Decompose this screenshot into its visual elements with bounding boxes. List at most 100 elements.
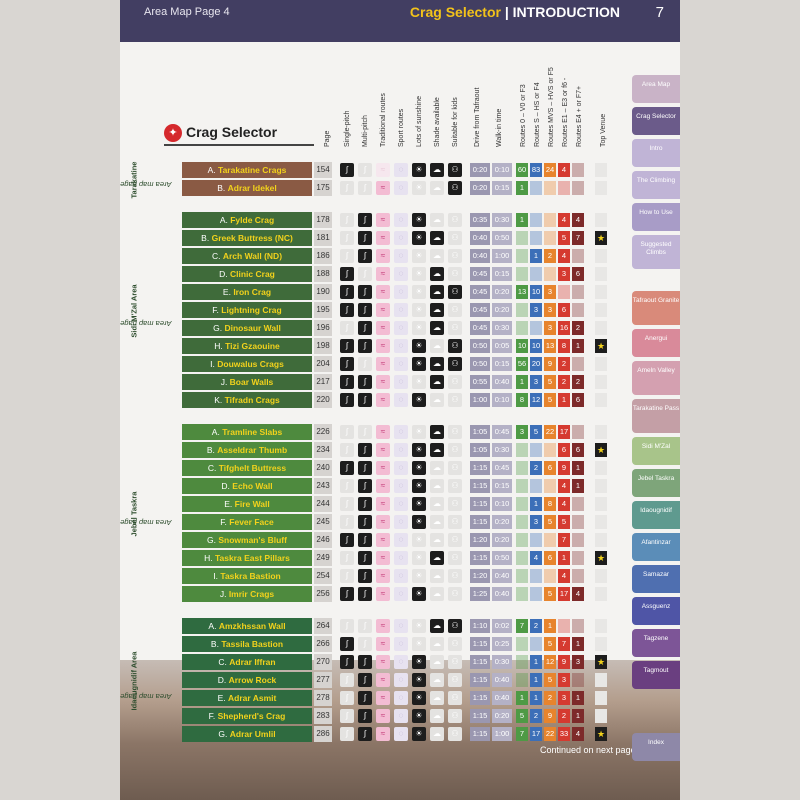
page-ref[interactable]: 244 <box>314 496 332 512</box>
page-ref[interactable]: 264 <box>314 618 332 634</box>
page-ref[interactable]: 283 <box>314 708 332 724</box>
crag-name-cell[interactable]: G. Dinosaur Wall <box>182 320 312 336</box>
crag-name-cell[interactable]: J. Boar Walls <box>182 374 312 390</box>
page-ref[interactable]: 249 <box>314 550 332 566</box>
page-ref[interactable]: 254 <box>314 568 332 584</box>
table-row[interactable]: H. Tizi Gzaouine 198 ∫ ∫ ≈ ◌ ☀ ☁ ⚇ 0:50 0:05 10 10 13… <box>120 338 680 354</box>
crag-name-cell[interactable]: G. Snowman's Bluff <box>182 532 312 548</box>
crag-name-cell[interactable]: D. Clinic Crag <box>182 266 312 282</box>
page-ref[interactable]: 278 <box>314 690 332 706</box>
crag-name-cell[interactable]: A. Tramline Slabs <box>182 424 312 440</box>
page-ref[interactable]: 154 <box>314 162 332 178</box>
table-row[interactable]: D. Clinic Crag 188 ∫ ∫ ≈ ◌ ☀ ☁ ⚇ 0:45 0:15 3 6 <box>120 266 680 282</box>
page-ref[interactable]: 175 <box>314 180 332 196</box>
crag-name-cell[interactable]: E. Adrar Asmit <box>182 690 312 706</box>
page-ref[interactable]: 178 <box>314 212 332 228</box>
table-row[interactable]: F. Shepherd's Crag 283 ∫ ∫ ≈ ◌ ☀ ☁ ⚇ 1:15 0:20 5 2 9 2… <box>120 708 680 724</box>
side-tab[interactable]: Tagmout <box>632 661 680 689</box>
crag-name-cell[interactable]: A. Tarakatine Crags <box>182 162 312 178</box>
table-row[interactable]: C. Adrar Iffran 270 ∫ ∫ ≈ ◌ ☀ ☁ ⚇ 1:15 0:30 1 12 9 3 ★ <box>120 654 680 670</box>
table-row[interactable]: G. Snowman's Bluff 246 ∫ ∫ ≈ ◌ ☀ ☁ ⚇ 1:20 0:20 7 <box>120 532 680 548</box>
crag-name-cell[interactable]: D. Arrow Rock <box>182 672 312 688</box>
crag-name-cell[interactable]: C. Tifghelt Buttress <box>182 460 312 476</box>
crag-name-cell[interactable]: B. Adrar Idekel <box>182 180 312 196</box>
table-row[interactable]: D. Echo Wall 243 ∫ ∫ ≈ ◌ ☀ ☁ ⚇ 1:15 0:15 4 1 <box>120 478 680 494</box>
table-row[interactable]: F. Lightning Crag 195 ∫ ∫ ≈ ◌ ☀ ☁ ⚇ 0:45 0:20 3 3 6 <box>120 302 680 318</box>
table-row[interactable]: J. Imrir Crags 256 ∫ ∫ ≈ ◌ ☀ ☁ ⚇ 1:25 0:40 5 17 4 <box>120 586 680 602</box>
crag-name-cell[interactable]: K. Tifradn Crags <box>182 392 312 408</box>
table-row[interactable]: A. Fylde Crag 178 ∫ ∫ ≈ ◌ ☀ ☁ ⚇ 0:35 0:30 1 4 4 <box>120 212 680 228</box>
side-tab[interactable]: Idaougnidif <box>632 501 680 529</box>
page-ref[interactable]: 188 <box>314 266 332 282</box>
crag-name-cell[interactable]: H. Taskra East Pillars <box>182 550 312 566</box>
side-tab[interactable]: Tarakatine Pass <box>632 399 680 433</box>
side-tab[interactable]: Tagzene <box>632 629 680 657</box>
side-tab[interactable]: Index <box>632 733 680 761</box>
page-ref[interactable]: 266 <box>314 636 332 652</box>
side-tab[interactable]: Afantinzar <box>632 533 680 561</box>
page-ref[interactable]: 270 <box>314 654 332 670</box>
side-tab[interactable]: Intro <box>632 139 680 167</box>
page-ref[interactable]: 196 <box>314 320 332 336</box>
table-row[interactable]: B. Tassila Bastion 266 ∫ ∫ ≈ ◌ ☀ ☁ ⚇ 1:15 0:25 5 7 1 <box>120 636 680 652</box>
page-ref[interactable]: 181 <box>314 230 332 246</box>
side-tab[interactable]: How to Use <box>632 203 680 231</box>
page-ref[interactable]: 234 <box>314 442 332 458</box>
page-ref[interactable]: 190 <box>314 284 332 300</box>
side-tab[interactable]: Tafraout Granite <box>632 291 680 325</box>
table-row[interactable]: E. Adrar Asmit 278 ∫ ∫ ≈ ◌ ☀ ☁ ⚇ 1:15 0:40 1 1 2 3 1 <box>120 690 680 706</box>
crag-name-cell[interactable]: B. Asseldrar Thumb <box>182 442 312 458</box>
crag-name-cell[interactable]: E. Iron Crag <box>182 284 312 300</box>
page-ref[interactable]: 226 <box>314 424 332 440</box>
page-ref[interactable]: 256 <box>314 586 332 602</box>
table-row[interactable]: B. Greek Buttress (NC) 181 ∫ ∫ ≈ ◌ ☀ ☁ ⚇ 0:40 0:50… <box>120 230 680 246</box>
crag-name-cell[interactable]: F. Lightning Crag <box>182 302 312 318</box>
crag-name-cell[interactable]: C. Arch Wall (ND) <box>182 248 312 264</box>
page-ref[interactable]: 245 <box>314 514 332 530</box>
table-row[interactable]: I. Taskra Bastion 254 ∫ ∫ ≈ ◌ ☀ ☁ ⚇ 1:20 0:40 4 <box>120 568 680 584</box>
crag-name-cell[interactable]: H. Tizi Gzaouine <box>182 338 312 354</box>
table-row[interactable]: E. Iron Crag 190 ∫ ∫ ≈ ◌ ☀ ☁ ⚇ 0:45 0:20 13 10 3 <box>120 284 680 300</box>
page-ref[interactable]: 204 <box>314 356 332 372</box>
table-row[interactable]: C. Arch Wall (ND) 186 ∫ ∫ ≈ ◌ ☀ ☁ ⚇ 0:40 1:00 1 2 4 <box>120 248 680 264</box>
table-row[interactable]: B. Asseldrar Thumb 234 ∫ ∫ ≈ ◌ ☀ ☁ ⚇ 1:05 0:30 6 6 ★ <box>120 442 680 458</box>
area-map-link[interactable]: Area Map Page 4 <box>144 6 230 18</box>
table-row[interactable]: J. Boar Walls 217 ∫ ∫ ≈ ◌ ☀ ☁ ⚇ 0:55 0:40 1 3 5 2 2 <box>120 374 680 390</box>
table-row[interactable]: K. Tifradn Crags 220 ∫ ∫ ≈ ◌ ☀ ☁ ⚇ 1:00 0:10 8 12 5 1 6 <box>120 392 680 408</box>
side-tab[interactable]: Assguenz <box>632 597 680 625</box>
table-row[interactable]: B. Adrar Idekel 175 ∫ ∫ ≈ ◌ ☀ ☁ ⚇ 0:20 0:15 1 <box>120 180 680 196</box>
side-tab[interactable]: Sidi M'Zal <box>632 437 680 465</box>
crag-name-cell[interactable]: D. Echo Wall <box>182 478 312 494</box>
table-row[interactable]: A. Amzkhssan Wall 264 ∫ ∫ ≈ ◌ ☀ ☁ ⚇ 1:10 0:02 7 2 1 <box>120 618 680 634</box>
table-row[interactable]: C. Tifghelt Buttress 240 ∫ ∫ ≈ ◌ ☀ ☁ ⚇ 1:15 0:45 2 6… <box>120 460 680 476</box>
table-row[interactable]: G. Dinosaur Wall 196 ∫ ∫ ≈ ◌ ☀ ☁ ⚇ 0:45 0:30 3 16 2 <box>120 320 680 336</box>
table-row[interactable]: G. Adrar Umlil 286 ∫ ∫ ≈ ◌ ☀ ☁ ⚇ 1:15 1:00 7 17 22 33 4… <box>120 726 680 742</box>
page-ref[interactable]: 277 <box>314 672 332 688</box>
table-row[interactable]: A. Tramline Slabs 226 ∫ ∫ ≈ ◌ ☀ ☁ ⚇ 1:05 0:45 3 5 22 1… <box>120 424 680 440</box>
side-tab[interactable]: Ameln Valley <box>632 361 680 395</box>
crag-name-cell[interactable]: I. Taskra Bastion <box>182 568 312 584</box>
crag-name-cell[interactable]: B. Greek Buttress (NC) <box>182 230 312 246</box>
crag-name-cell[interactable]: A. Fylde Crag <box>182 212 312 228</box>
table-row[interactable]: H. Taskra East Pillars 249 ∫ ∫ ≈ ◌ ☀ ☁ ⚇ 1:15 0:50… <box>120 550 680 566</box>
page-ref[interactable]: 220 <box>314 392 332 408</box>
table-row[interactable]: A. Tarakatine Crags 154 ∫ ∫ ≈ ◌ ☀ ☁ ⚇ 0:20 0:10 60 8… <box>120 162 680 178</box>
crag-name-cell[interactable]: F. Fever Face <box>182 514 312 530</box>
table-row[interactable]: E. Fire Wall 244 ∫ ∫ ≈ ◌ ☀ ☁ ⚇ 1:15 0:10 1 8 4 <box>120 496 680 512</box>
page-ref[interactable]: 217 <box>314 374 332 390</box>
side-tab[interactable]: Anergui <box>632 329 680 357</box>
side-tab[interactable]: Jebel Taskra <box>632 469 680 497</box>
side-tab[interactable]: Suggested Climbs <box>632 235 680 269</box>
table-row[interactable]: I. Douwalus Crags 204 ∫ ∫ ≈ ◌ ☀ ☁ ⚇ 0:50 0:15 56 20 9… <box>120 356 680 372</box>
crag-name-cell[interactable]: G. Adrar Umlil <box>182 726 312 742</box>
page-ref[interactable]: 246 <box>314 532 332 548</box>
crag-name-cell[interactable]: B. Tassila Bastion <box>182 636 312 652</box>
crag-name-cell[interactable]: I. Douwalus Crags <box>182 356 312 372</box>
crag-name-cell[interactable]: F. Shepherd's Crag <box>182 708 312 724</box>
page-ref[interactable]: 186 <box>314 248 332 264</box>
crag-name-cell[interactable]: J. Imrir Crags <box>182 586 312 602</box>
crag-name-cell[interactable]: E. Fire Wall <box>182 496 312 512</box>
page-ref[interactable]: 198 <box>314 338 332 354</box>
table-row[interactable]: F. Fever Face 245 ∫ ∫ ≈ ◌ ☀ ☁ ⚇ 1:15 0:20 3 5 5 <box>120 514 680 530</box>
side-tab[interactable]: The Climbing <box>632 171 680 199</box>
